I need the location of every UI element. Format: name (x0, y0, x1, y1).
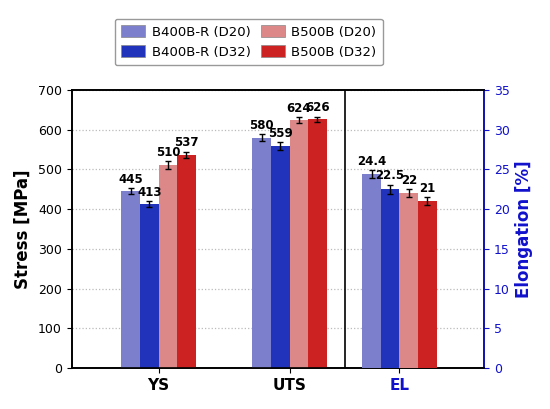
Bar (177, 155, 196, 368)
Y-axis label: Elongation [%]: Elongation [%] (515, 160, 533, 298)
Bar (122, 191, 140, 368)
Text: 22: 22 (400, 174, 417, 187)
Bar (418, 201, 437, 368)
Bar (252, 138, 271, 368)
Text: 580: 580 (249, 119, 274, 132)
Text: 445: 445 (118, 173, 143, 186)
Bar (158, 166, 177, 368)
Text: 22.5: 22.5 (376, 169, 405, 182)
Bar (362, 174, 381, 368)
Text: 624: 624 (287, 101, 311, 115)
Text: 413: 413 (137, 186, 162, 199)
Bar (308, 119, 327, 368)
Text: 21: 21 (419, 182, 436, 195)
Bar (290, 120, 308, 368)
Text: 537: 537 (174, 136, 199, 149)
Bar (271, 146, 290, 368)
Bar (140, 204, 158, 368)
Text: 510: 510 (156, 146, 180, 159)
Y-axis label: Stress [MPa]: Stress [MPa] (14, 169, 32, 289)
Legend: B400B-R (D20), B400B-R (D32), B500B (D20), B500B (D32): B400B-R (D20), B400B-R (D32), B500B (D20… (114, 19, 383, 65)
Text: 626: 626 (305, 101, 330, 114)
Bar (381, 189, 399, 368)
Text: 559: 559 (268, 127, 293, 140)
Bar (399, 193, 418, 368)
Text: 24.4: 24.4 (357, 155, 386, 168)
